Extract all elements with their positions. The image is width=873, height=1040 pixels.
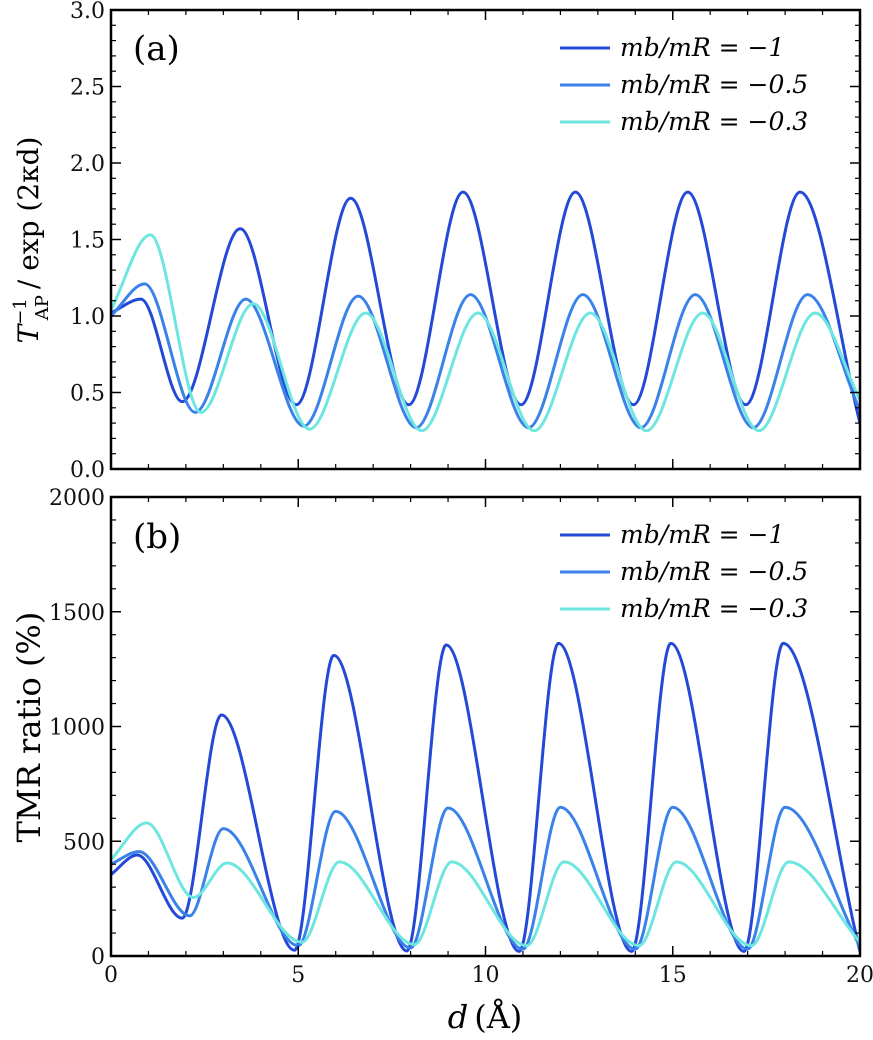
panel-b-ylabel: TMR ratio (%) (10, 612, 48, 843)
x-tick-label: 0 (104, 963, 118, 988)
panel-b-series (111, 641, 860, 953)
legend-label-1: mb/mR = −0.5 (620, 557, 808, 586)
panel-a-label: (a) (133, 29, 180, 69)
legend-label-1: mb/mR = −0.5 (620, 70, 808, 99)
xlabel-var: d (448, 998, 468, 1036)
series-line-1-0 (111, 641, 860, 953)
panel-a-ylabel: T−1AP / exp (2κd) (10, 137, 53, 344)
y-tick-label: 0.5 (70, 382, 105, 407)
series-line-1-1 (111, 805, 860, 951)
series-line-1-2 (111, 821, 860, 948)
x-tick-label: 5 (291, 963, 305, 988)
y-tick-label: 0 (91, 945, 105, 970)
panel-a-series (111, 190, 860, 433)
ylabel-sup: −1 (10, 298, 31, 325)
svg-text:T−1AP/ exp (2κd): T−1AP / exp (2κd) (10, 137, 53, 344)
legend-label-0: mb/mR = −1 (620, 33, 784, 62)
xlabel-unit: (Å) (474, 998, 522, 1036)
y-tick-label: 1.5 (70, 229, 105, 254)
panel-b-xlabel: d (Å) (448, 998, 523, 1036)
legend-label-2: mb/mR = −0.3 (620, 107, 808, 136)
ylabel-sub: AP (32, 295, 53, 321)
ylabel-base: T (12, 322, 45, 343)
y-tick-label: 500 (63, 830, 105, 855)
series-line-0-1 (111, 282, 860, 430)
panel-a-legend: mb/mR = −1 mb/mR = −0.5 mb/mR = −0.3 (560, 33, 808, 136)
series-line-0-2 (111, 233, 860, 433)
y-tick-label: 1500 (49, 601, 105, 626)
x-tick-label: 10 (472, 963, 500, 988)
legend-label-0: mb/mR = −1 (620, 520, 784, 549)
panel-b-legend: mb/mR = −1 mb/mR = −0.5 mb/mR = −0.3 (560, 520, 808, 623)
panel-a: 0.00.51.01.52.02.53.0 (a) mb/mR = −1mb/m… (10, 0, 862, 483)
series-line-0-0 (111, 190, 860, 425)
y-tick-label: 2000 (49, 486, 105, 511)
y-tick-label: 2.5 (70, 76, 105, 101)
x-tick-label: 20 (846, 963, 873, 988)
y-tick-label: 3.0 (70, 0, 105, 24)
y-tick-label: 1.0 (70, 305, 105, 330)
panel-a-ticks: 0.0 0.5 1.0 1.5 2.0 2.5 3.0 (70, 0, 861, 483)
y-tick-label: 2.0 (70, 152, 105, 177)
y-tick-label: 0.0 (70, 458, 105, 483)
panel-b-label: (b) (133, 517, 181, 557)
ylabel-rest: / exp (2κd) (12, 137, 45, 290)
panel-b-ticks: 0 5 10 15 20 0 500 1000 1500 2000 (49, 486, 873, 988)
legend-label-2: mb/mR = −0.3 (620, 594, 808, 623)
y-tick-label: 1000 (49, 716, 105, 741)
x-tick-label: 15 (659, 963, 687, 988)
